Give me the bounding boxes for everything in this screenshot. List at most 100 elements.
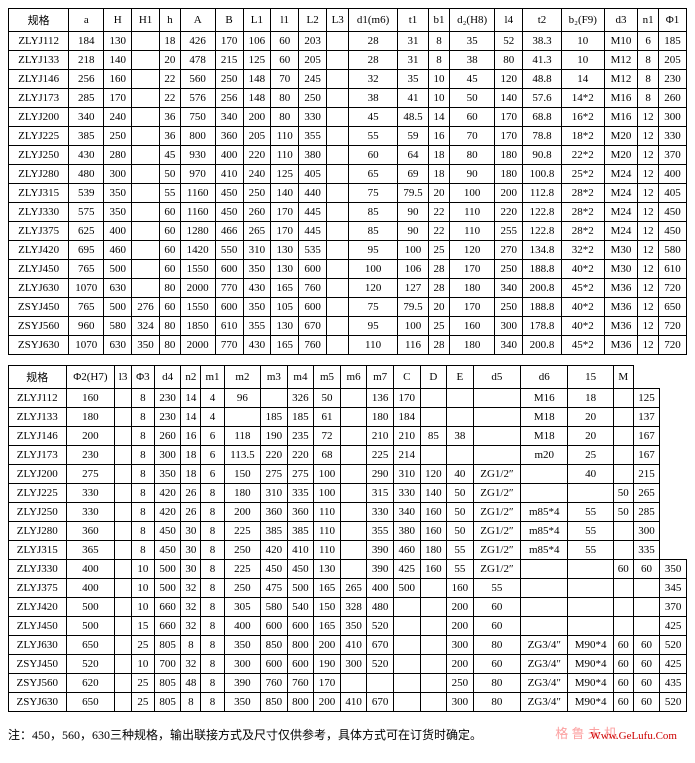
cell: 8 xyxy=(181,693,201,712)
cell: 165 xyxy=(314,579,341,598)
watermark-url: Www.GeLufu.Com xyxy=(590,730,677,742)
cell: 760 xyxy=(299,279,327,298)
col-header: D xyxy=(420,366,447,389)
cell: 78.8 xyxy=(523,127,562,146)
cell: M16 xyxy=(604,89,637,108)
cell: 350 xyxy=(243,260,271,279)
cell xyxy=(115,408,132,427)
cell: 122.8 xyxy=(523,222,562,241)
cell: 250 xyxy=(299,89,327,108)
cell: 440 xyxy=(299,184,327,203)
col-header: 规格 xyxy=(9,9,69,32)
cell: 165 xyxy=(271,336,299,355)
cell: ZG3/4″ xyxy=(521,693,568,712)
cell: ZLYJ173 xyxy=(9,446,67,465)
cell: 720 xyxy=(658,336,686,355)
table-row: ZLYJ133180823014418518561180184M1820137 xyxy=(9,408,687,427)
cell: 52 xyxy=(495,32,523,51)
cell: 100 xyxy=(397,317,428,336)
cell: 805 xyxy=(154,674,181,693)
cell xyxy=(327,89,349,108)
cell: M16 xyxy=(604,108,637,127)
cell: 50 xyxy=(449,89,494,108)
table-row: ZLYJ225330842026818031033510031533014050… xyxy=(9,484,687,503)
cell: 60 xyxy=(473,617,520,636)
cell: 180 xyxy=(224,484,260,503)
cell: 328 xyxy=(340,598,367,617)
table-row: ZSYJ630650258058835085080020041067030080… xyxy=(9,693,687,712)
cell: 80 xyxy=(271,108,299,127)
col-header: M xyxy=(613,366,633,389)
cell: 8 xyxy=(429,51,450,70)
cell: 32 xyxy=(181,598,201,617)
cell xyxy=(340,503,367,522)
cell: 120 xyxy=(449,241,494,260)
cell: 240 xyxy=(104,108,132,127)
cell: 16 xyxy=(429,127,450,146)
cell: 1280 xyxy=(180,222,215,241)
cell: 340 xyxy=(215,108,243,127)
cell: 95 xyxy=(349,241,397,260)
cell: ZG1/2″ xyxy=(473,560,520,579)
cell: 65 xyxy=(349,165,397,184)
cell: 300 xyxy=(658,108,686,127)
cell xyxy=(633,579,660,598)
cell: 6 xyxy=(638,32,659,51)
cell: 1550 xyxy=(180,260,215,279)
cell: 270 xyxy=(495,241,523,260)
cell: 148 xyxy=(243,89,271,108)
cell: 750 xyxy=(180,108,215,127)
cell: 12 xyxy=(638,279,659,298)
cell: 520 xyxy=(660,636,687,655)
cell xyxy=(613,408,633,427)
cell xyxy=(340,408,367,427)
cell: 95 xyxy=(349,317,397,336)
cell: 326 xyxy=(287,389,314,408)
col-header: n1 xyxy=(638,9,659,32)
col-header: L3 xyxy=(327,9,349,32)
cell: 60 xyxy=(613,560,633,579)
cell: 59 xyxy=(397,127,428,146)
cell: 170 xyxy=(495,108,523,127)
table-row: ZLYJ200275835018615027527510029031012040… xyxy=(9,465,687,484)
cell xyxy=(521,560,568,579)
cell: ZSYJ450 xyxy=(9,298,69,317)
cell: 225 xyxy=(224,560,260,579)
cell: ZG1/2″ xyxy=(473,522,520,541)
cell: 170 xyxy=(215,32,243,51)
cell: 18 xyxy=(568,389,613,408)
cell: 405 xyxy=(658,184,686,203)
cell: 165 xyxy=(314,617,341,636)
cell: ZLYJ450 xyxy=(9,617,67,636)
col-header: d5 xyxy=(473,366,520,389)
cell: 110 xyxy=(271,127,299,146)
cell: 31 xyxy=(397,51,428,70)
cell xyxy=(327,317,349,336)
table-row: ZSYJ4507655002766015506003501056007579.5… xyxy=(9,298,687,317)
cell xyxy=(420,446,447,465)
cell: 350 xyxy=(224,636,260,655)
cell: 137 xyxy=(633,408,660,427)
cell: 22 xyxy=(429,203,450,222)
cell: M18 xyxy=(521,427,568,446)
cell: 250 xyxy=(104,127,132,146)
col-header: Φ1 xyxy=(658,9,686,32)
col-header: B xyxy=(215,9,243,32)
cell: 188.8 xyxy=(523,298,562,317)
cell xyxy=(420,598,447,617)
cell: M20 xyxy=(604,127,637,146)
cell: 178.8 xyxy=(523,317,562,336)
cell: 8 xyxy=(131,446,154,465)
cell: 12 xyxy=(638,222,659,241)
cell: 10 xyxy=(429,70,450,89)
cell: 220 xyxy=(495,203,523,222)
table-row: ZSYJ560960580324801850610355130670951002… xyxy=(9,317,687,336)
cell: 200 xyxy=(495,184,523,203)
cell: 340 xyxy=(495,279,523,298)
cell: 110 xyxy=(449,203,494,222)
cell: 72 xyxy=(314,427,341,446)
col-header: H xyxy=(104,9,132,32)
cell: 106 xyxy=(243,32,271,51)
cell: 160 xyxy=(104,70,132,89)
cell: 300 xyxy=(447,693,474,712)
